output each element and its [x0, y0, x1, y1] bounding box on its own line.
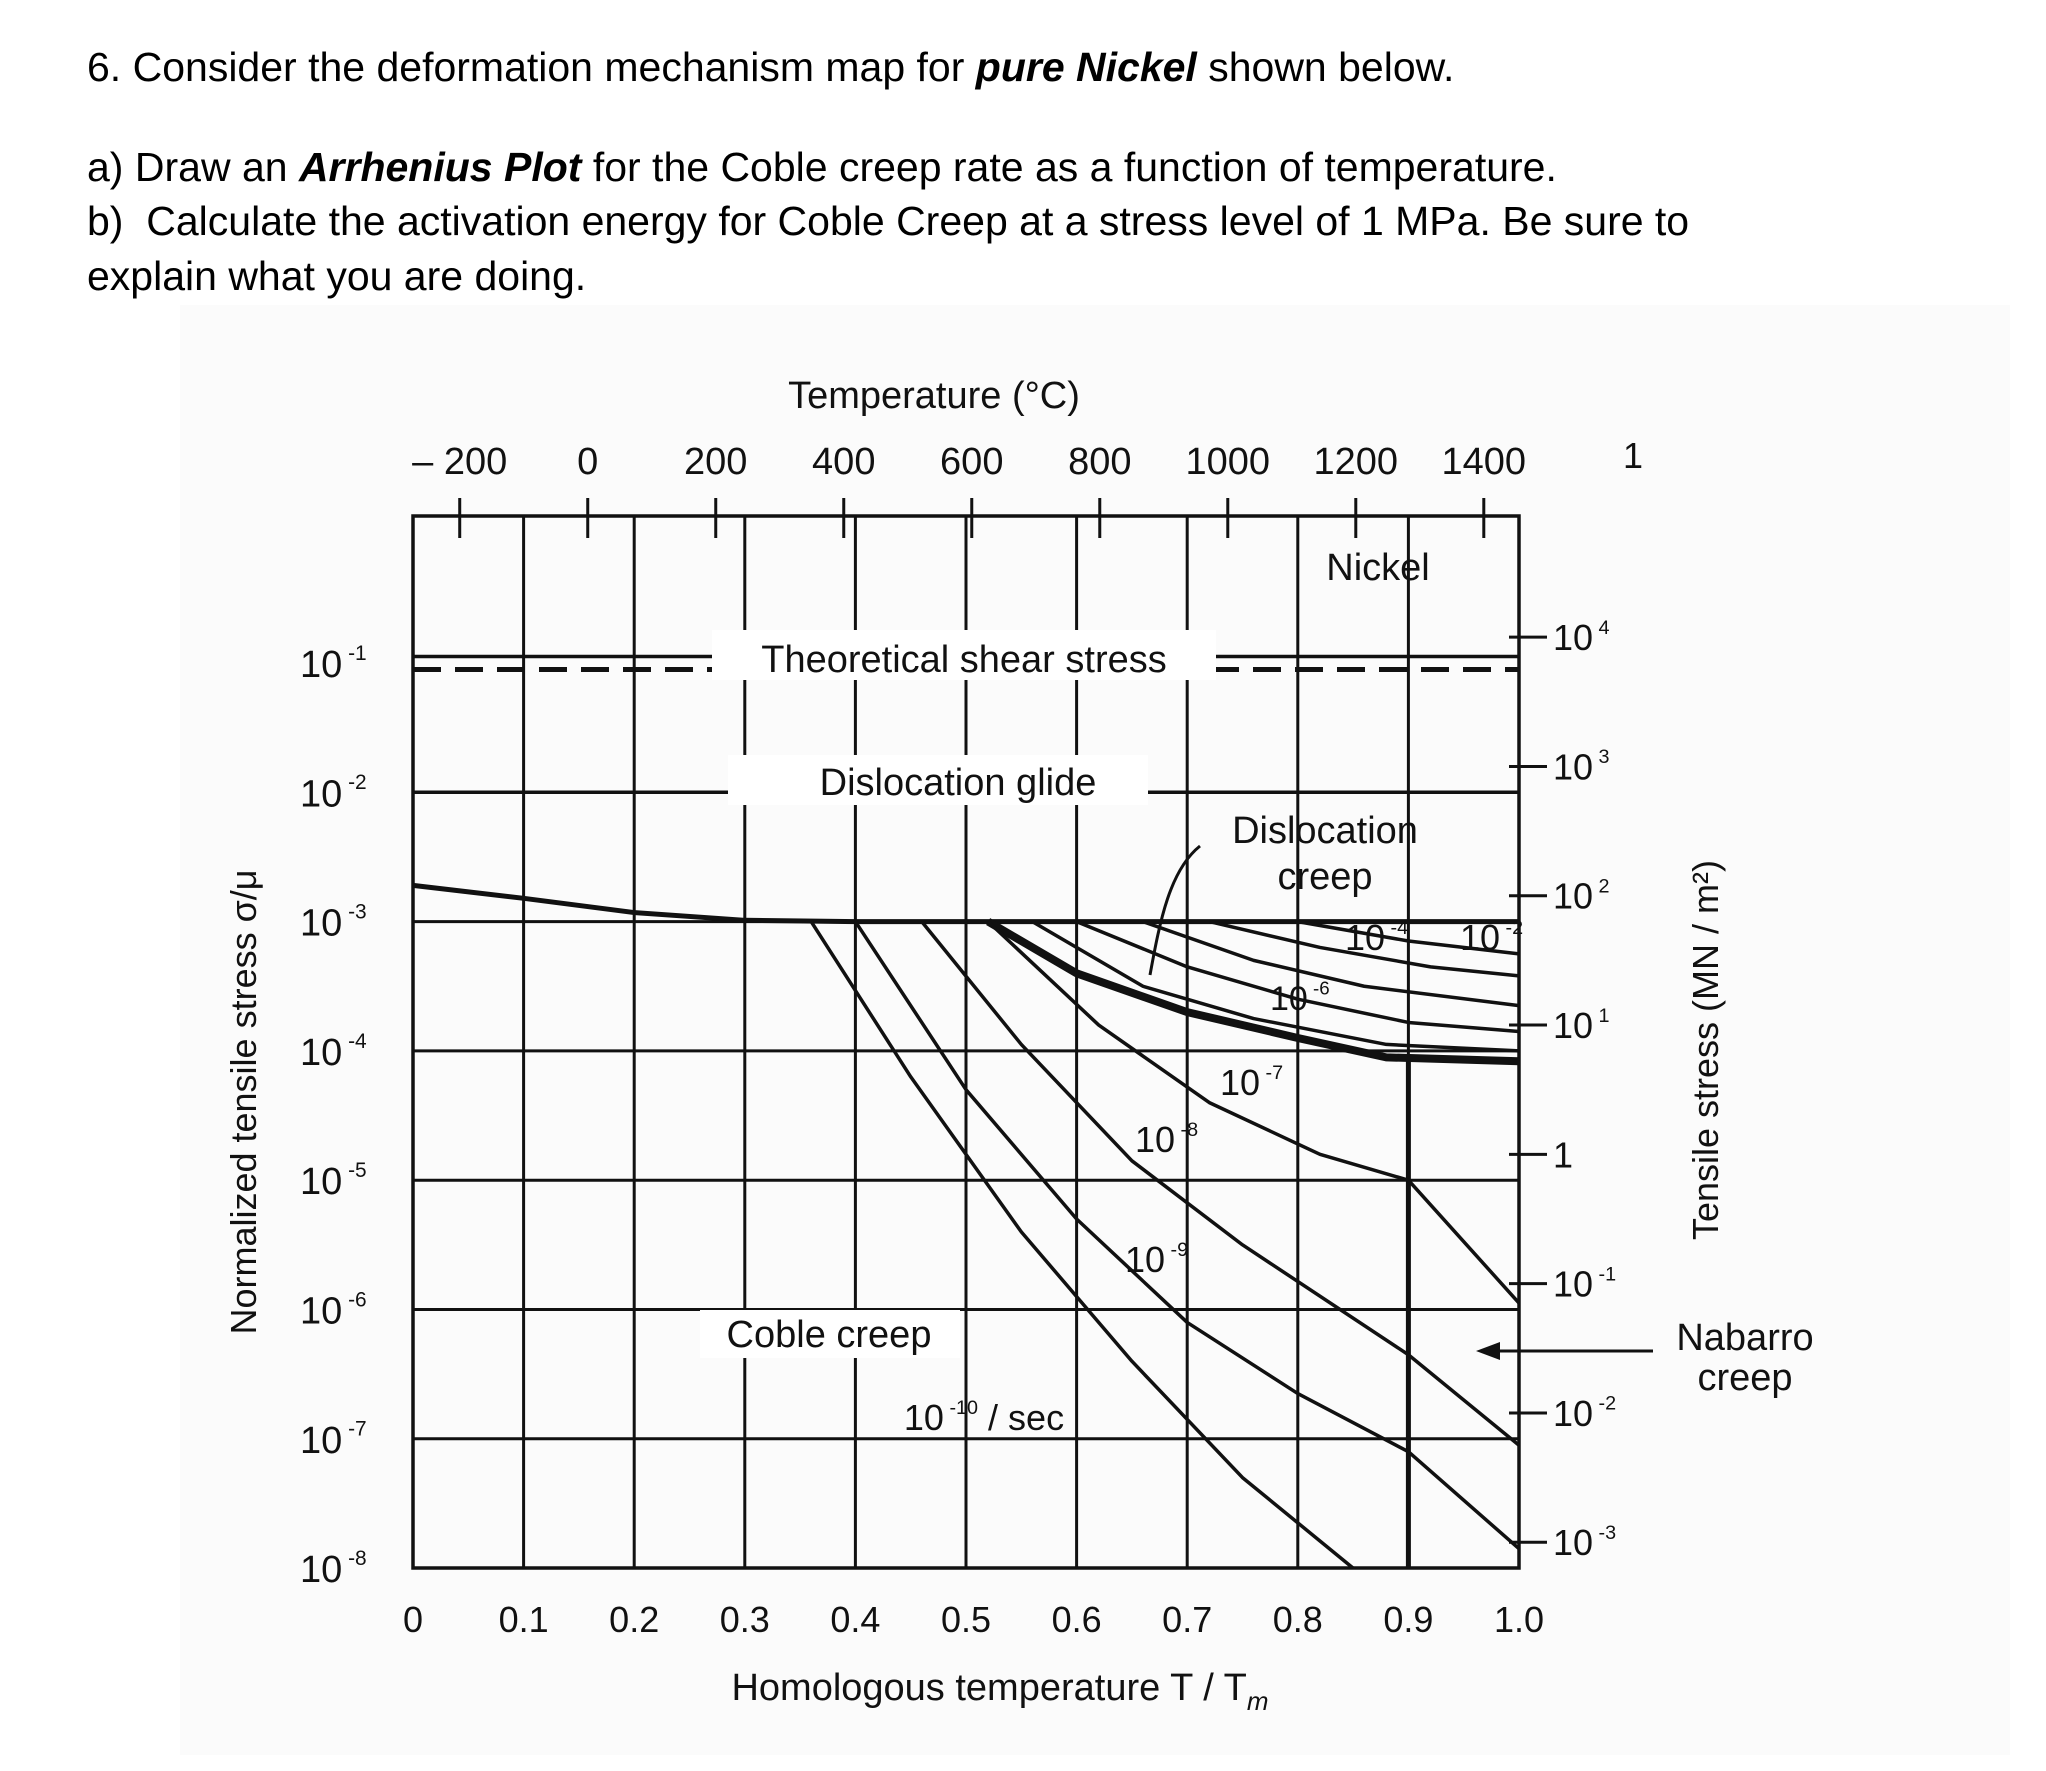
x-tick-label: 0.8 — [1273, 1599, 1323, 1640]
intro-bold: pure Nickel — [975, 44, 1197, 90]
top-tick-label: 1400 — [1442, 441, 1527, 483]
nabarro-arrow-icon — [1476, 1342, 1653, 1360]
right-tick-label: 10 2 — [1553, 876, 1610, 917]
right-tick-label: 10 -3 — [1553, 1522, 1616, 1563]
right-tick-label: 10 -1 — [1553, 1263, 1616, 1304]
x-axis-title: Homologous temperature T / Tm — [731, 1667, 1268, 1716]
region-dislocation-glide: Dislocation glide — [820, 762, 1097, 804]
part-a-text-end: for the Coble creep rate as a function o… — [581, 144, 1557, 190]
strain-rate-contour — [920, 920, 1521, 1447]
contour-label: 10 -2 — [1460, 917, 1523, 958]
region-dislocation-creep-line1: Dislocation — [1232, 810, 1418, 852]
x-tick-label: 0 — [403, 1599, 423, 1640]
contour-label: 10 -6 — [1270, 978, 1330, 1018]
x-tick-label: 0.2 — [609, 1599, 659, 1640]
y-tick-label: 10 -6 — [300, 1288, 367, 1332]
right-tick-label: 10 3 — [1553, 746, 1610, 787]
contour-label: 10 -8 — [1135, 1119, 1198, 1160]
y-tick-label: 10 -7 — [300, 1418, 367, 1462]
top-tick-label: 800 — [1068, 441, 1131, 483]
top-tick-label: 600 — [940, 441, 1003, 483]
y-tick-label: 10 -3 — [300, 901, 367, 945]
y-tick-label: 10 -8 — [300, 1547, 367, 1591]
y-tick-label: 10 -2 — [300, 771, 367, 815]
right-tick-label: 10 1 — [1553, 1005, 1610, 1046]
strain-rate-contour — [1297, 919, 1520, 956]
x-tick-label: 0.6 — [1052, 1599, 1102, 1640]
right-tick-label: 1 — [1553, 1134, 1573, 1175]
part-b-line2: explain what you are doing. — [87, 253, 587, 299]
top-extra-label: 1 — [1623, 435, 1643, 476]
x-tick-label: 0.9 — [1383, 1599, 1433, 1640]
strain-rate-contour — [809, 920, 1355, 1570]
y-axis-title: Normalized tensile stress σ/μ — [223, 869, 264, 1334]
strain-rate-contour — [1075, 919, 1520, 1034]
strain-rate-contour — [1142, 919, 1520, 1008]
top-tick-label: 1000 — [1186, 441, 1271, 483]
part-a-text: Draw an — [134, 144, 299, 190]
intro-text-end: shown below. — [1196, 44, 1455, 90]
part-b-label: b) — [87, 198, 124, 244]
y-tick-label: 10 -1 — [300, 642, 367, 686]
x-tick-label: 1.0 — [1494, 1599, 1544, 1640]
label-backdrop — [728, 755, 1148, 805]
axis-labels: 10 -1 10 -2 10 -3 10 -4 10 -5 10 -6 10 -7 10 -8… — [300, 441, 1616, 1640]
region-coble-creep: Coble creep — [727, 1314, 932, 1356]
dislocation-creep-pointer — [1148, 844, 1201, 976]
top-tick-label: – 200 — [412, 441, 507, 483]
question-part-a: a) Draw an Arrhenius Plot for the Coble … — [87, 140, 1557, 194]
strain-rate-contour — [1208, 919, 1520, 978]
x-tick-label: 0.3 — [720, 1599, 770, 1640]
right-tick-label: 10 -2 — [1553, 1393, 1616, 1434]
y-tick-label: 10 -4 — [300, 1030, 367, 1074]
part-a-label: a) — [87, 144, 124, 190]
x-tick-label: 0.5 — [941, 1599, 991, 1640]
question-part-b: b) Calculate the activation energy for C… — [87, 194, 1689, 248]
right-tick-label: 10 4 — [1553, 617, 1610, 658]
region-theoretical-shear-stress: Theoretical shear stress — [761, 639, 1167, 681]
contour-label: 10 -7 — [1220, 1062, 1283, 1103]
contour-label: 10 -9 — [1125, 1239, 1188, 1280]
top-axis-title: Temperature (°C) — [788, 375, 1080, 417]
region-nabarro-line2: creep — [1697, 1357, 1792, 1399]
figure-background — [180, 305, 2010, 1755]
strain-rate-contour — [1031, 920, 1520, 1053]
intro-text: Consider the deformation mechanism map f… — [132, 44, 976, 90]
x-tick-label: 0.7 — [1162, 1599, 1212, 1640]
y-tick-label: 10 -5 — [300, 1159, 367, 1203]
x-tick-label: 0.1 — [499, 1599, 549, 1640]
strain-rate-contour — [986, 920, 1521, 1305]
top-tick-label: 200 — [684, 441, 747, 483]
chart-title: Nickel — [1326, 547, 1429, 589]
top-tick-label: 1200 — [1314, 441, 1399, 483]
question-number: 6. — [87, 44, 122, 90]
region-dislocation-creep-line2: creep — [1277, 856, 1372, 898]
question-intro: 6. Consider the deformation mechanism ma… — [87, 40, 1454, 94]
glide-creep-boundary — [412, 882, 1519, 925]
label-backdrop — [700, 1310, 960, 1358]
contour-label: 10 -4 — [1345, 917, 1408, 958]
top-tick-label: 400 — [812, 441, 875, 483]
x-tick-label: 0.4 — [830, 1599, 880, 1640]
label-backdrop — [712, 630, 1216, 680]
region-nabarro-line1: Nabarro — [1676, 1317, 1813, 1359]
strain-rate-contour — [853, 920, 1521, 1551]
right-axis-title: Tensile stress (MN / m²) — [1685, 860, 1726, 1240]
top-tick-label: 0 — [577, 441, 598, 483]
part-b-line1: Calculate the activation energy for Cobl… — [146, 198, 1690, 244]
creep-diffusion-boundary — [986, 918, 1520, 1066]
part-a-bold: Arrhenius Plot — [298, 144, 582, 190]
contour-label: 10 -10 / sec — [904, 1397, 1064, 1438]
question-part-b-cont: explain what you are doing. — [87, 249, 586, 303]
